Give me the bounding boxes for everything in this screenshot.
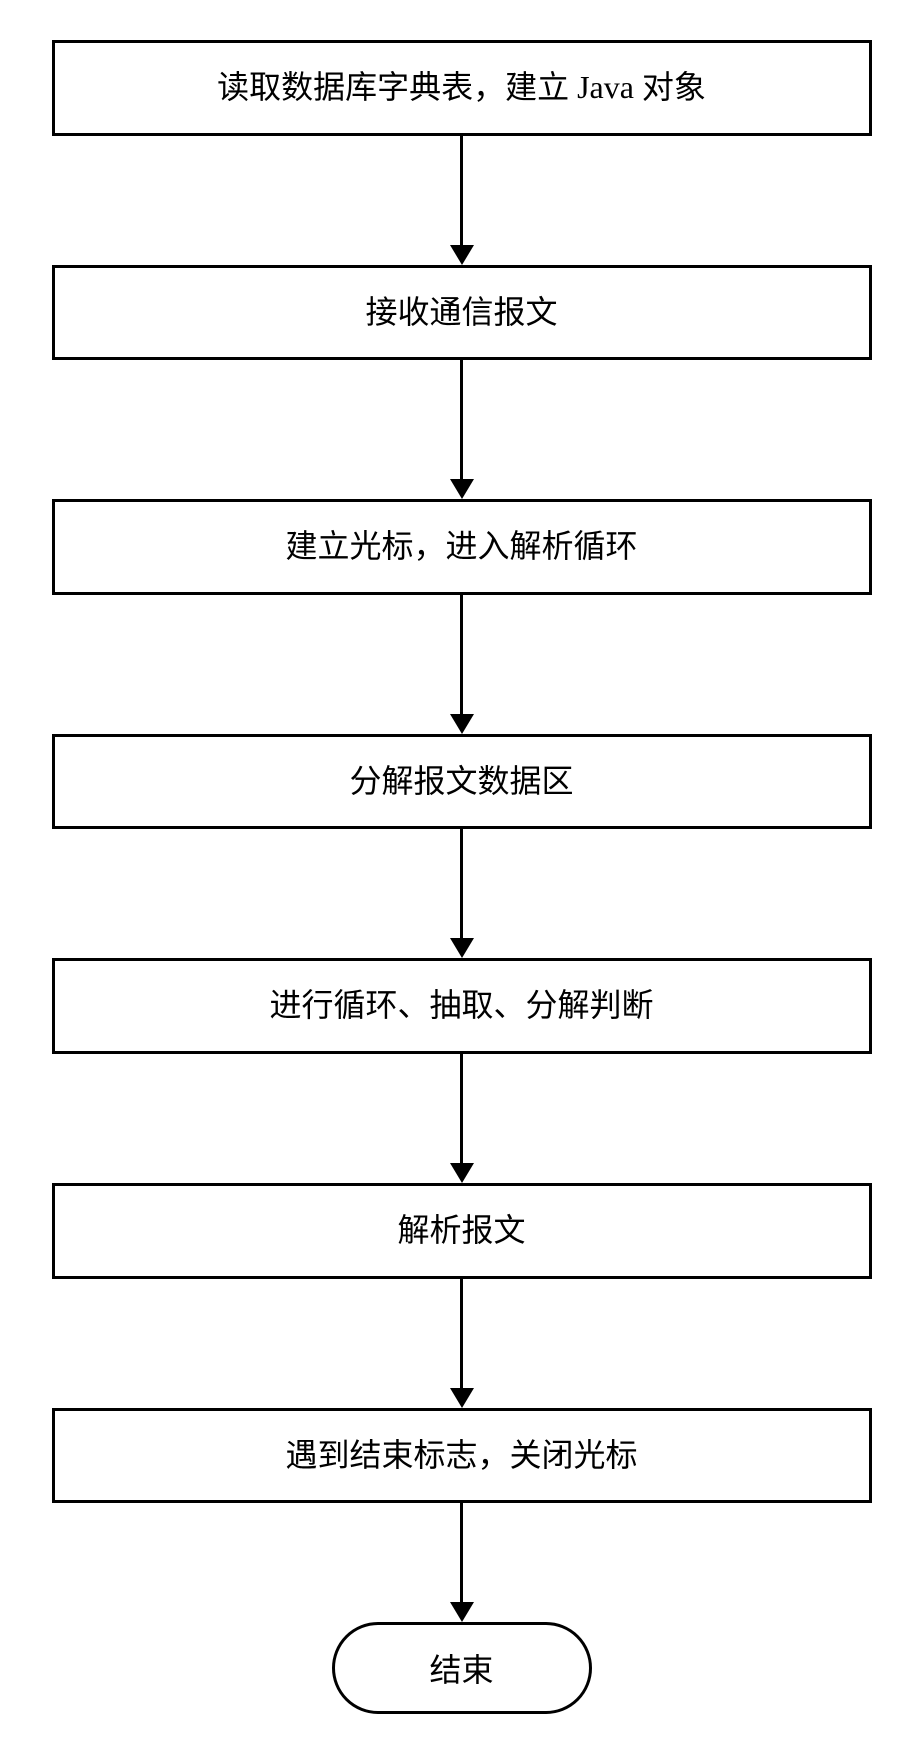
arrow-head-icon bbox=[450, 479, 474, 499]
arrow-line bbox=[460, 1054, 463, 1164]
arrow-head-icon bbox=[450, 714, 474, 734]
process-label: 解析报文 bbox=[397, 1212, 525, 1248]
process-label: 建立光标，进入解析循环 bbox=[285, 528, 637, 564]
arrow-5 bbox=[450, 1054, 474, 1183]
arrow-7 bbox=[450, 1503, 474, 1622]
flowchart-container: 读取数据库字典表，建立 Java 对象 接收通信报文 建立光标，进入解析循环 分… bbox=[52, 40, 872, 1714]
arrow-head-icon bbox=[450, 1602, 474, 1622]
arrow-line bbox=[460, 1503, 463, 1603]
arrow-3 bbox=[450, 595, 474, 734]
process-box-5: 进行循环、抽取、分解判断 bbox=[52, 958, 872, 1054]
process-box-6: 解析报文 bbox=[52, 1183, 872, 1279]
arrow-head-icon bbox=[450, 1388, 474, 1408]
terminator-box: 结束 bbox=[332, 1622, 592, 1714]
arrow-6 bbox=[450, 1279, 474, 1408]
process-box-7: 遇到结束标志，关闭光标 bbox=[52, 1408, 872, 1504]
arrow-2 bbox=[450, 360, 474, 499]
arrow-head-icon bbox=[450, 938, 474, 958]
process-box-4: 分解报文数据区 bbox=[52, 734, 872, 830]
process-box-3: 建立光标，进入解析循环 bbox=[52, 499, 872, 595]
arrow-head-icon bbox=[450, 1163, 474, 1183]
process-box-2: 接收通信报文 bbox=[52, 265, 872, 361]
process-label: 进行循环、抽取、分解判断 bbox=[269, 987, 653, 1023]
process-label: 遇到结束标志，关闭光标 bbox=[285, 1437, 637, 1473]
process-label: 读取数据库字典表，建立 Java 对象 bbox=[217, 69, 706, 105]
arrow-line bbox=[460, 595, 463, 715]
terminator-label: 结束 bbox=[429, 1652, 493, 1688]
arrow-1 bbox=[450, 136, 474, 265]
arrow-line bbox=[460, 136, 463, 246]
arrow-line bbox=[460, 829, 463, 939]
arrow-4 bbox=[450, 829, 474, 958]
process-label: 接收通信报文 bbox=[365, 294, 557, 330]
process-label: 分解报文数据区 bbox=[349, 763, 573, 799]
arrow-line bbox=[460, 360, 463, 480]
arrow-line bbox=[460, 1279, 463, 1389]
process-box-1: 读取数据库字典表，建立 Java 对象 bbox=[52, 40, 872, 136]
arrow-head-icon bbox=[450, 245, 474, 265]
